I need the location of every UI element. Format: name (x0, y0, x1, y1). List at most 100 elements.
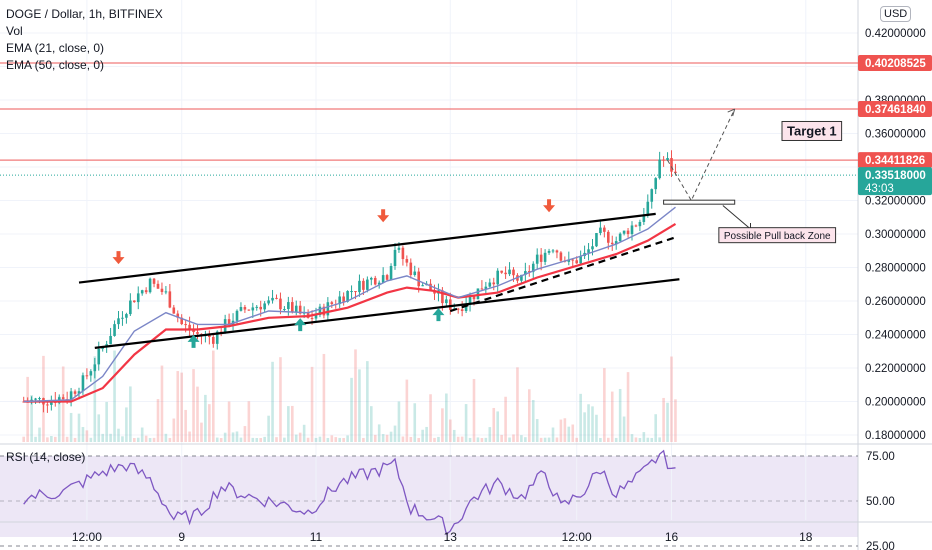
volume-bar (405, 379, 409, 442)
candle-body (603, 227, 606, 232)
rsi-tick-label: 50.00 (866, 496, 895, 508)
candle-body (531, 263, 535, 273)
ema50-indicator-label[interactable]: EMA (50, close, 0) (6, 58, 105, 72)
volume-bar (152, 437, 156, 442)
price-axis: 0.420000000.380000000.360000000.32000000… (865, 28, 926, 442)
volume-bar (57, 396, 61, 442)
candle-body (654, 178, 657, 190)
sell-arrow-icon (377, 209, 390, 223)
candle-body (279, 298, 282, 310)
volume-bar (362, 437, 365, 442)
candle-body (310, 317, 314, 319)
volume-bar (539, 437, 543, 442)
price-tick-label: 0.18000000 (865, 430, 926, 442)
time-tick-label: 12:00 (72, 530, 102, 544)
volume-bar (579, 393, 582, 442)
volume-bar (634, 437, 638, 442)
volume-bar (298, 432, 302, 442)
volume-bar (630, 434, 634, 442)
candle-body (512, 269, 515, 276)
candle-body (626, 230, 630, 235)
candle-body (129, 300, 132, 315)
volume-bar (662, 397, 665, 442)
candle-body (34, 398, 37, 400)
volume-bar (136, 437, 140, 442)
volume-bar (54, 436, 57, 442)
candle-body (555, 250, 559, 253)
volume-bar (646, 437, 650, 442)
candle-body (622, 230, 626, 234)
volume-bar (373, 434, 377, 442)
candle-body (314, 315, 318, 319)
volume-bar (101, 433, 104, 442)
volume-bar (271, 361, 274, 442)
volume-bar (520, 435, 523, 442)
volume-indicator-label[interactable]: Vol (6, 24, 23, 38)
volume-bar (535, 419, 539, 442)
candle-body (480, 288, 484, 290)
volume-bar (283, 437, 286, 442)
price-tick-label: 0.28000000 (865, 263, 926, 275)
price-label-badge (858, 167, 932, 196)
price-label-text: 0.37461840 (865, 104, 926, 116)
candle-body (630, 225, 634, 235)
candle-body (488, 282, 492, 287)
volume-bar (610, 391, 614, 442)
volume-bar (77, 413, 81, 442)
volume-bar (516, 367, 519, 442)
volume-bar (575, 437, 578, 442)
candle-body (524, 271, 527, 275)
volume-bar (30, 395, 33, 442)
volume-bar (38, 427, 41, 442)
candle-body (294, 305, 298, 313)
volume-bar (496, 411, 499, 442)
price-tick-label: 0.20000000 (865, 397, 926, 409)
volume-bar (417, 437, 420, 442)
candle-body (180, 317, 183, 325)
candle-body (587, 249, 590, 253)
ema21-indicator-label[interactable]: EMA (21, close, 0) (6, 41, 105, 55)
candle-body (547, 250, 551, 253)
candle-body (85, 375, 89, 377)
rsi-indicator-label[interactable]: RSI (14, close) (6, 450, 86, 464)
volume-bar (215, 437, 219, 442)
currency-button[interactable]: USD (880, 6, 912, 22)
candle-body (196, 332, 199, 334)
volume-bar (445, 393, 448, 442)
volume-bar (429, 394, 432, 442)
candle-body (393, 249, 397, 266)
volume-bar (251, 437, 255, 442)
volume-bar (212, 350, 215, 442)
candle-body (93, 364, 97, 372)
volume-bar (638, 438, 642, 442)
volume-bar (599, 437, 602, 442)
candle-body (298, 305, 302, 314)
volume-bar (223, 432, 227, 442)
candle-body (579, 256, 582, 264)
candle-body (113, 324, 116, 336)
candle-body (184, 324, 187, 326)
volume-bar (227, 401, 231, 442)
volume-bar (409, 436, 413, 442)
price-label-text: 0.40208525 (865, 58, 926, 70)
volume-bar (46, 437, 49, 442)
candle-body (381, 275, 385, 283)
candle-body (445, 299, 448, 304)
candle-body (429, 283, 432, 291)
volume-bar (73, 437, 77, 442)
candle-body (674, 171, 677, 174)
volume-bar (670, 356, 673, 442)
symbol-title[interactable]: DOGE / Dollar, 1h, BITFINEX (6, 7, 163, 21)
rsi-tick-label: 75.00 (866, 451, 895, 463)
volume-bar (472, 378, 476, 442)
volume-bar (156, 399, 160, 442)
volume-bar (433, 437, 436, 442)
annotation-box (781, 120, 843, 141)
chart-legend: DOGE / Dollar, 1h, BITFINEX Vol EMA (21,… (6, 6, 163, 74)
candle-body (634, 225, 638, 227)
candle-body (496, 270, 499, 285)
volume-bar (366, 361, 369, 442)
volume-bar (571, 424, 575, 442)
volume-bar (208, 404, 211, 442)
